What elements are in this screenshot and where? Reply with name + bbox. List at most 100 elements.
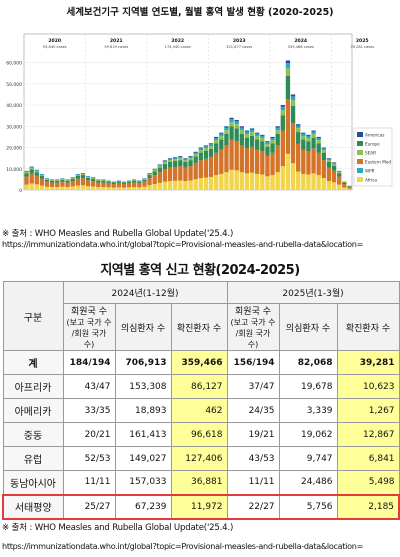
bar-segment [296,125,301,129]
table-row: 아메리카 33/35 18,893 462 24/35 3,339 1,267 [2,398,400,423]
bar-segment [301,149,306,174]
bar-segment [162,162,168,164]
bar-segment [290,105,296,124]
bar-segment [270,175,275,190]
bar-segment [85,177,91,178]
bar-segment [198,148,203,151]
cell-m24: 184/194 [62,350,116,375]
legend-label: WPR [365,169,375,174]
bar-segment [193,179,198,190]
bar-segment [249,129,255,133]
y-tick-label: 20,000 [6,146,22,152]
cell-m25: 37/47 [226,374,280,399]
bar-segment [234,124,239,129]
bar-segment [173,157,178,158]
source-url-2[interactable]: https://immunizationdata.who.int/global?… [2,541,364,551]
bar-segment [280,106,285,111]
bar-segment [183,161,188,168]
bar-segment [285,76,291,100]
cell-s25: 3,339 [278,398,338,423]
bar-segment [275,126,280,128]
bar-segment [244,148,250,174]
bar-segment [65,180,70,183]
cell-m24: 43/47 [62,374,116,399]
bar-segment [162,181,168,190]
bar-segment [121,184,127,188]
cell-c24: 86,127 [170,374,228,399]
bar-segment [331,182,337,190]
bar-segment [229,119,234,123]
bar-segment [70,178,75,182]
cell-c24: 36,881 [170,470,228,495]
year-cases-label: 321,877 cases [226,45,252,49]
bar-segment [249,146,255,173]
bar-segment [111,184,116,188]
bar-segment [337,184,342,190]
bar-segment [137,187,142,190]
bar-segment [80,178,86,186]
bar-segment [65,187,70,190]
bar-segment [183,160,188,162]
bar-segment [224,133,229,146]
bar-segment [91,186,96,190]
bar-segment [80,175,86,179]
bar-segment [34,175,39,185]
bar-segment [326,158,332,161]
bar-segment [173,166,178,181]
col-group-header: 구분 [2,281,64,351]
bar-segment [229,122,234,127]
bar-segment [239,127,244,131]
bar-segment [55,180,60,181]
bar-segment [147,175,152,179]
bar-segment [311,130,316,132]
member-label: 회원국 수 [71,307,107,317]
bar-segment [337,172,342,174]
bar-segment [34,170,39,172]
legend-swatch [357,132,363,137]
legend-label: Africa [365,178,377,183]
table-row: 동남아시아 11/11 157,033 36,881 11/11 24,486 5,498 [2,470,400,495]
bar-segment [219,133,224,137]
bar-segment [265,144,270,148]
cell-m25: 156/194 [226,350,280,375]
bar-segment [219,139,224,150]
bar-segment [106,181,111,182]
bar-segment [152,169,157,171]
bar-segment [214,175,219,190]
bar-segment [296,132,301,144]
bar-segment [219,173,224,190]
bar-segment [39,174,45,176]
bar-segment [316,136,321,138]
bar-segment [34,184,39,190]
bar-segment [316,143,321,153]
bar-segment [173,180,178,190]
bar-segment [39,185,45,190]
bar-segment [24,172,29,174]
bar-segment [260,174,265,190]
year-cases-label: 93,840 cases [43,45,67,49]
bar-segment [208,148,214,158]
bar-segment [275,127,280,131]
bar-segment [311,137,316,149]
bar-segment [157,165,162,167]
member-sub: (보고 국가 수 /회원 국가 수) [66,318,112,349]
bar-segment [121,182,127,183]
bar-segment [173,159,178,162]
bar-segment [337,171,342,173]
bar-segment [280,130,285,167]
bar-segment [270,137,275,141]
bar-segment [137,181,142,184]
bar-segment [198,150,203,153]
bar-segment [203,146,209,149]
bar-segment [50,180,55,181]
source-url-1[interactable]: https://immunizationdata.who.int/global?… [2,239,364,249]
table-row: 서태평양 25/27 67,239 11,972 22/27 5,756 2,185 [2,493,400,520]
confirmed-header-2025: 확진환자 수 [336,303,400,351]
cell-c24: 11,972 [170,493,228,520]
cell-s24: 149,027 [114,446,172,471]
cell-s24: 706,913 [114,350,172,375]
bar-segment [229,117,234,120]
cell-s24: 18,893 [114,398,172,423]
bar-segment [249,135,255,147]
bar-segment [316,152,321,176]
